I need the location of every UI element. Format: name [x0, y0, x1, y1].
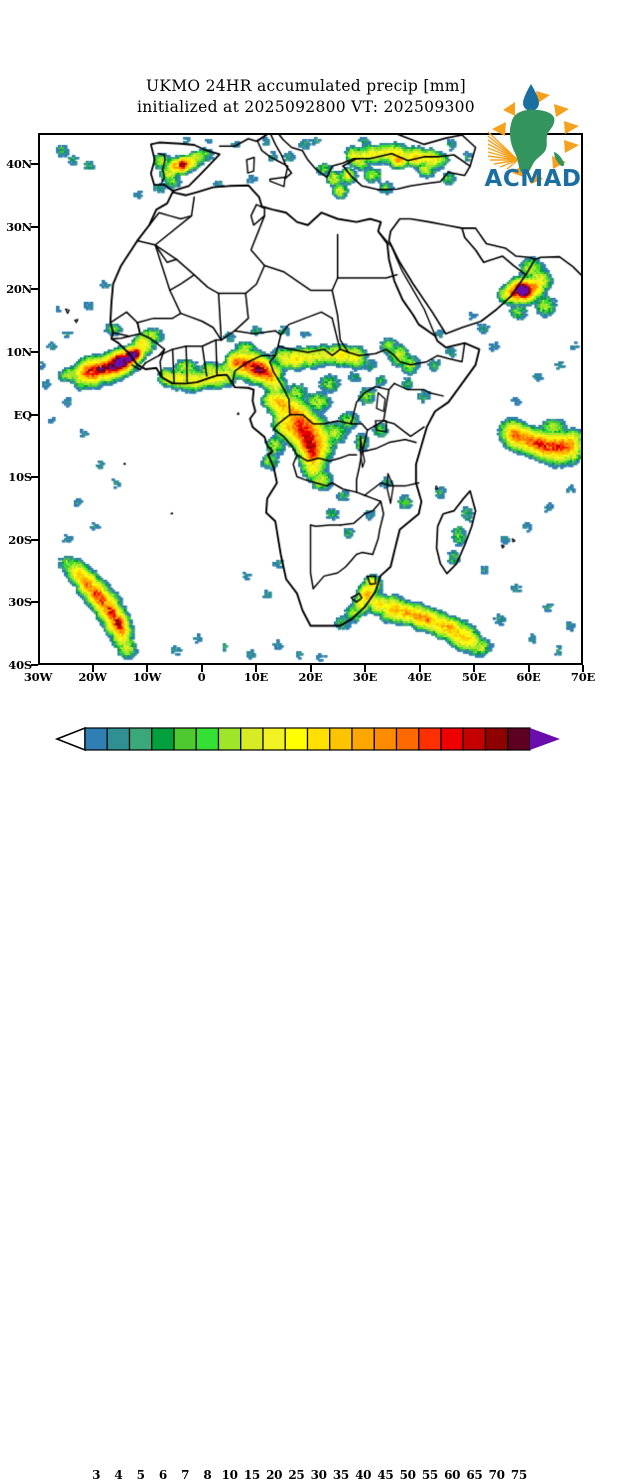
x-tick-0: 0: [197, 670, 206, 684]
colorbar-swatch-35: [329, 727, 353, 751]
africa-silhouette-icon: [509, 109, 555, 175]
colorbar-label-55: 55: [421, 1468, 438, 1482]
x-tick-10W: 10W: [132, 670, 162, 684]
y-tick-mark: [31, 351, 38, 354]
colorbar-label-6: 6: [158, 1468, 167, 1482]
y-tick-20N: 20N: [6, 282, 32, 297]
y-tick-30S: 30S: [8, 595, 32, 610]
y-tick-mark: [31, 163, 38, 166]
y-tick-20S: 20S: [8, 532, 32, 547]
y-tick-40N: 40N: [6, 157, 32, 172]
x-tick-50E: 50E: [461, 670, 487, 684]
colorbar-label-65: 65: [466, 1468, 483, 1482]
x-tick-30E: 30E: [352, 670, 378, 684]
x-tick-mark: [582, 665, 584, 672]
acmad-logo: ACMAD: [485, 84, 582, 190]
colorbar-swatch-15: [240, 727, 264, 751]
colorbar-label-70: 70: [488, 1468, 505, 1482]
colorbar-swatch-8: [195, 727, 220, 751]
colorbar-swatch-10: [217, 727, 242, 751]
y-tick-10N: 10N: [6, 345, 32, 360]
y-tick-mark: [31, 288, 38, 291]
colorbar-label-20: 20: [266, 1468, 283, 1482]
x-tick-60E: 60E: [516, 670, 541, 684]
precipitation-map-plot: [38, 133, 583, 665]
colorbar-swatch-3: [84, 727, 108, 751]
colorbar-label-35: 35: [332, 1468, 349, 1482]
colorbar-swatch-4: [106, 727, 131, 751]
colorbar-swatch-50: [395, 727, 420, 751]
x-tick-mark: [146, 665, 148, 672]
colorbar-swatch-45: [373, 727, 398, 751]
precipitation-map-canvas: [40, 135, 581, 663]
y-tick-mark: [31, 538, 38, 541]
colorbar-swatch-6: [151, 727, 175, 751]
colorbar-label-40: 40: [355, 1468, 372, 1482]
x-tick-mark: [91, 665, 94, 672]
x-tick-mark: [309, 665, 312, 672]
colorbar-label-4: 4: [114, 1468, 123, 1482]
colorbar-label-3: 3: [92, 1468, 101, 1482]
y-tick-mark: [31, 225, 38, 228]
colorbar-swatch-25: [284, 727, 309, 751]
colorbar-label-50: 50: [399, 1468, 416, 1482]
water-droplet-icon: [523, 84, 539, 111]
x-tick-mark: [473, 665, 475, 672]
x-tick-mark: [255, 665, 257, 672]
colorbar-label-25: 25: [288, 1468, 305, 1482]
y-tick-40S: 40S: [8, 658, 32, 672]
y-tick-30N: 30N: [6, 219, 32, 234]
x-tick-40E: 40E: [407, 670, 432, 684]
y-tick-mark: [31, 476, 38, 479]
x-tick-mark: [418, 665, 421, 672]
colorbar-label-45: 45: [377, 1468, 394, 1482]
colorbar-swatch-75: [507, 727, 531, 751]
colorbar-swatch-55: [418, 727, 442, 751]
colorbar-label-30: 30: [310, 1468, 327, 1482]
colorbar-swatch-5: [128, 727, 153, 751]
x-tick-mark: [364, 665, 366, 672]
colorbar-label-7: 7: [181, 1468, 190, 1482]
x-tick-10E: 10E: [243, 670, 269, 684]
x-tick-mark: [200, 665, 203, 672]
colorbar-swatch-40: [351, 727, 375, 751]
colorbar-swatch-65: [462, 727, 487, 751]
x-tick-20E: 20E: [298, 670, 323, 684]
colorbar-label-5: 5: [136, 1468, 145, 1482]
x-tick-30W: 30W: [23, 670, 53, 684]
colorbar-under-arrow: [54, 726, 86, 752]
y-tick-10S: 10S: [8, 470, 32, 485]
colorbar-label-10: 10: [221, 1468, 238, 1482]
y-tick-mark: [31, 413, 38, 416]
logo-fan-icon: [487, 131, 519, 170]
x-tick-20W: 20W: [78, 670, 107, 684]
colorbar-label-15: 15: [243, 1468, 260, 1482]
colorbar-swatch-70: [484, 727, 509, 751]
colorbar-label-75: 75: [510, 1468, 527, 1482]
colorbar-swatch-20: [262, 727, 286, 751]
y-tick-mark: [31, 664, 38, 666]
acmad-wordmark: ACMAD: [485, 166, 582, 190]
colorbar-label-60: 60: [444, 1468, 461, 1482]
colorbar-legend: 3 4 5 6 7 8 10 15 20 25 30 35 40 45 50 55 60 65 70 75: [0, 722, 618, 1482]
colorbar-swatch-7: [173, 727, 197, 751]
y-tick-mark: [31, 601, 38, 604]
colorbar-svg: [54, 726, 560, 752]
colorbar-over-arrow: [530, 728, 560, 750]
x-tick-mark: [527, 665, 530, 672]
y-tick-EQ: EQ: [13, 407, 33, 422]
madagascar-icon: [554, 152, 565, 167]
x-tick-70E: 70E: [570, 670, 596, 684]
colorbar-swatch-30: [306, 727, 331, 751]
colorbar-label-8: 8: [203, 1468, 212, 1482]
colorbar-swatch-60: [440, 727, 464, 751]
